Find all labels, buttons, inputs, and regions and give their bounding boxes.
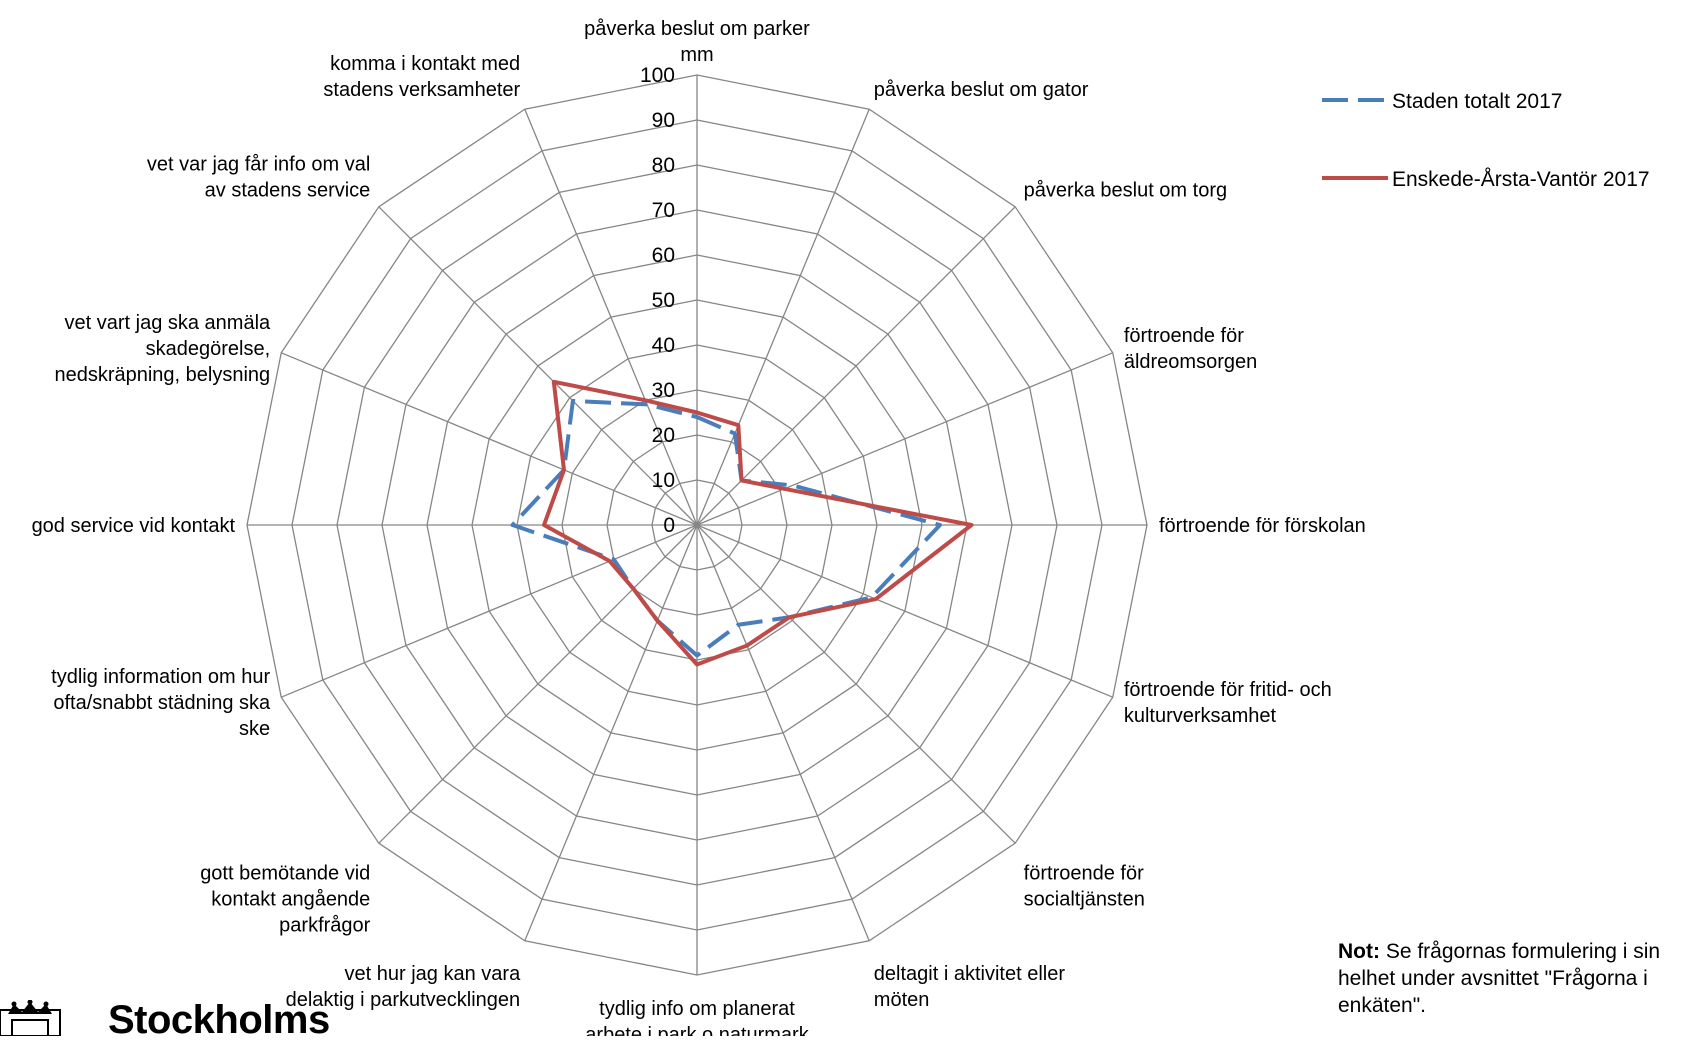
axis-label: förtroende för äldreomsorgen <box>1124 325 1257 373</box>
radar-grid <box>246 74 1148 976</box>
axis-label-line: gott bemötande vid <box>200 863 370 885</box>
series-line-1 <box>542 379 974 667</box>
axis-label-line: ske <box>239 718 270 740</box>
axis-label: förtroende för förskolan <box>1159 515 1366 537</box>
grid-spoke <box>696 524 1016 844</box>
axis-label: tydlig information om hur ofta/snabbt stä… <box>51 666 271 740</box>
legend-label-1: Enskede-Årsta-Vantör 2017 <box>1392 168 1650 191</box>
axis-label-line: parkfrågor <box>279 915 370 937</box>
tick-label: 100 <box>640 64 675 87</box>
tick-label: 60 <box>652 244 675 267</box>
axis-label-line: förtroende för förskolan <box>1159 515 1366 537</box>
tick-label: 10 <box>652 469 675 492</box>
axis-label-line: förtroende för <box>1024 863 1144 885</box>
axis-label: god service vid kontakt <box>32 515 236 537</box>
note-body: Se frågornas formulering i sin helhet un… <box>1338 940 1661 1017</box>
axis-label-line: kulturverksamhet <box>1124 705 1277 727</box>
axis-label-line: påverka beslut om torg <box>1024 179 1227 201</box>
axis-label: vet vart jag ska anmäla skadegörelse, neds… <box>54 312 271 386</box>
axis-label-line: komma i kontakt med <box>330 53 520 75</box>
axis-label-line: förtroende för fritid- och <box>1124 679 1332 701</box>
tick-label: 90 <box>652 109 675 132</box>
axis-label: gott bemötande vid kontakt angående parkfr… <box>200 863 370 937</box>
axis-label-line: deltagit i aktivitet eller <box>874 963 1066 985</box>
axis-label-line: vet vart jag ska anmäla <box>65 312 272 334</box>
axis-label: påverka beslut om parker mm <box>584 18 810 66</box>
crown-icon <box>0 1000 61 1036</box>
axis-label: förtroende för socialtjänsten <box>1024 863 1145 911</box>
grid-spoke <box>281 352 698 526</box>
note-label: Not: <box>1338 940 1380 963</box>
axis-label-line: äldreomsorgen <box>1124 351 1257 373</box>
tick-label: 80 <box>652 154 675 177</box>
grid-spoke <box>696 109 870 526</box>
grid-spoke <box>378 524 698 844</box>
axis-label: deltagit i aktivitet eller möten <box>874 963 1066 1011</box>
axis-label-line: påverka beslut om parker <box>584 18 810 40</box>
axis-label-line: delaktig i parkutvecklingen <box>286 989 521 1011</box>
axis-label-line: kontakt angående <box>211 889 370 911</box>
grid-spoke <box>281 524 698 698</box>
grid-spoke <box>696 352 1113 526</box>
legend-label-0: Staden totalt 2017 <box>1392 90 1562 113</box>
tick-label: 20 <box>652 424 675 447</box>
axis-label: vet var jag får info om val av stadens se… <box>147 153 370 201</box>
axis-label-line: möten <box>874 989 930 1011</box>
grid-spoke <box>378 206 698 526</box>
axis-label: påverka beslut om gator <box>874 79 1089 101</box>
grid-spoke <box>524 524 698 941</box>
axis-label: förtroende för fritid- och kulturverksamh… <box>1124 679 1332 727</box>
stockholms-logo: Stockholms <box>0 1000 330 1040</box>
tick-label: 30 <box>652 379 675 402</box>
axis-label-line: vet var jag får info om val <box>147 153 370 175</box>
grid-spoke <box>524 109 698 526</box>
axis-label-line: av stadens service <box>205 179 371 201</box>
axis-label-line: påverka beslut om gator <box>874 79 1089 101</box>
note-text: Not: Se frågornas formulering i sin helh… <box>1338 938 1698 1019</box>
axis-label-line: tydlig info om planerat <box>599 998 795 1020</box>
grid-spoke <box>696 206 1016 526</box>
axis-label-line: vet hur jag kan vara <box>345 963 522 985</box>
series-line-0 <box>510 398 942 658</box>
tick-label: 0 <box>663 514 675 537</box>
axis-label: vet hur jag kan vara delaktig i parkutvec… <box>286 963 521 1011</box>
axis-label: påverka beslut om torg <box>1024 179 1227 201</box>
axis-label: komma i kontakt med stadens verksamheter <box>323 53 520 101</box>
axis-label-line: arbete i park o naturmark <box>585 1024 809 1036</box>
axis-label-line: förtroende för <box>1124 325 1244 347</box>
axis-label: tydlig info om planerat arbete i park o n… <box>585 998 809 1036</box>
tick-label: 70 <box>652 199 675 222</box>
tick-label: 40 <box>652 334 675 357</box>
grid-spoke <box>696 524 870 941</box>
axis-label-line: skadegörelse, <box>146 338 271 360</box>
logo-text: Stockholms <box>108 998 330 1042</box>
tick-label: 50 <box>652 289 675 312</box>
axis-label-line: nedskräpning, belysning <box>54 364 270 386</box>
axis-label-line: socialtjänsten <box>1024 889 1145 911</box>
axis-label-line: ofta/snabbt städning ska <box>53 692 271 714</box>
axis-label-line: stadens verksamheter <box>323 79 520 101</box>
axis-label-line: god service vid kontakt <box>32 515 236 537</box>
grid-spoke <box>696 524 1113 698</box>
axis-label-line: mm <box>680 44 713 66</box>
axis-label-line: tydlig information om hur <box>51 666 270 688</box>
